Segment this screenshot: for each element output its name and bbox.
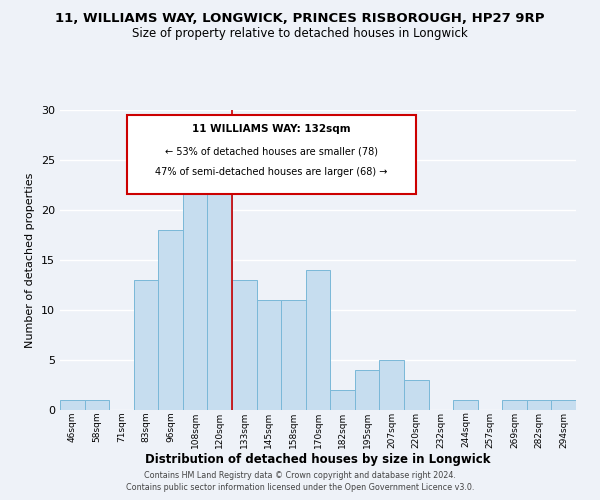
Text: 47% of semi-detached houses are larger (68) →: 47% of semi-detached houses are larger (… xyxy=(155,167,388,177)
Bar xyxy=(158,230,183,410)
Bar xyxy=(85,400,109,410)
Bar xyxy=(502,400,527,410)
Bar xyxy=(232,280,257,410)
Bar xyxy=(208,160,232,410)
Bar xyxy=(306,270,330,410)
Bar xyxy=(551,400,576,410)
Bar xyxy=(281,300,306,410)
Bar xyxy=(60,400,85,410)
Text: 11 WILLIAMS WAY: 132sqm: 11 WILLIAMS WAY: 132sqm xyxy=(192,124,351,134)
Text: Size of property relative to detached houses in Longwick: Size of property relative to detached ho… xyxy=(132,28,468,40)
Bar xyxy=(527,400,551,410)
Y-axis label: Number of detached properties: Number of detached properties xyxy=(25,172,35,348)
Bar xyxy=(134,280,158,410)
FancyBboxPatch shape xyxy=(127,114,416,194)
Bar xyxy=(379,360,404,410)
Text: ← 53% of detached houses are smaller (78): ← 53% of detached houses are smaller (78… xyxy=(165,146,378,156)
Bar xyxy=(257,300,281,410)
Bar xyxy=(355,370,379,410)
Text: Contains public sector information licensed under the Open Government Licence v3: Contains public sector information licen… xyxy=(126,484,474,492)
Bar xyxy=(404,380,428,410)
Bar xyxy=(453,400,478,410)
Bar xyxy=(330,390,355,410)
Text: 11, WILLIAMS WAY, LONGWICK, PRINCES RISBOROUGH, HP27 9RP: 11, WILLIAMS WAY, LONGWICK, PRINCES RISB… xyxy=(55,12,545,26)
Text: Contains HM Land Registry data © Crown copyright and database right 2024.: Contains HM Land Registry data © Crown c… xyxy=(144,471,456,480)
Bar xyxy=(183,190,208,410)
X-axis label: Distribution of detached houses by size in Longwick: Distribution of detached houses by size … xyxy=(145,454,491,466)
